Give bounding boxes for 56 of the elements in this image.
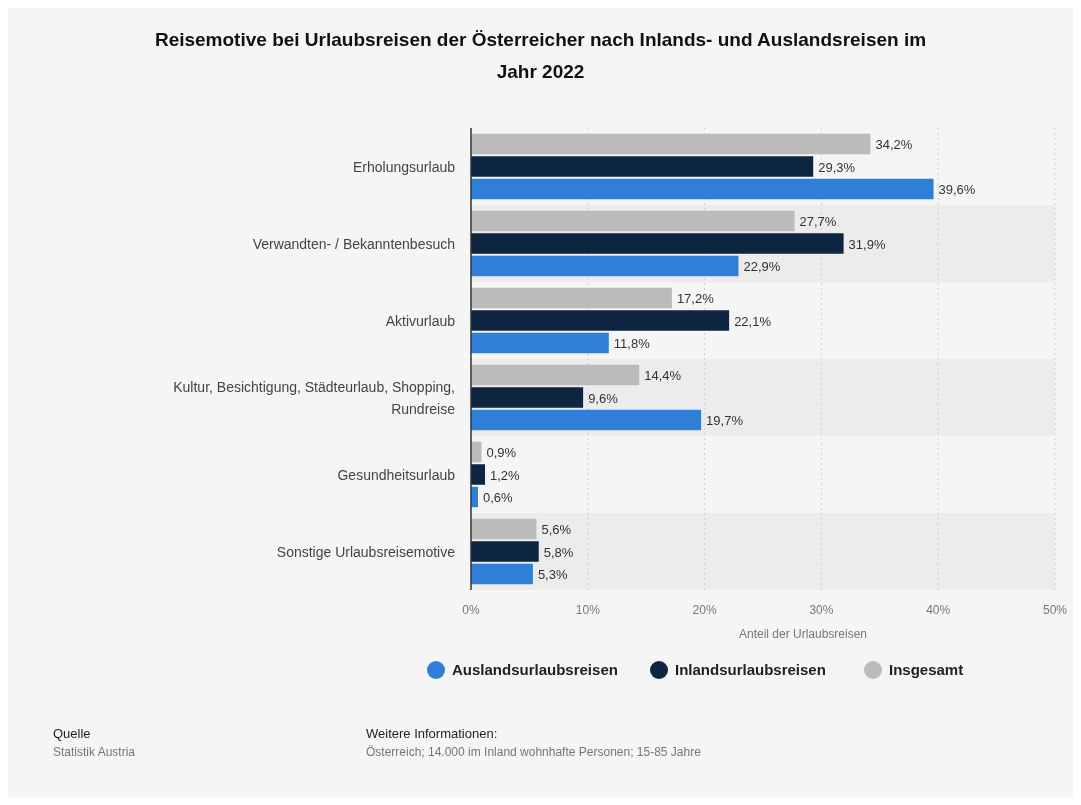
bar <box>471 332 609 354</box>
data-label: 5,3% <box>537 567 568 582</box>
y-tick-label: Erholungsurlaub <box>353 158 456 175</box>
data-label: 1,2% <box>490 467 521 483</box>
y-tick-label: Kultur, Besichtigung, Städteurlaub, Shopping, Rundreise <box>173 378 456 417</box>
bar <box>471 133 871 155</box>
x-tick-label: 20% <box>692 603 717 617</box>
bar <box>471 387 584 408</box>
data-label: 17,2% <box>676 291 715 306</box>
data-label: 34,2% <box>875 137 913 152</box>
chart-title: Reisemotive bei Urlaubsreisen der Österreicher nach Inlands- und Auslandsreisen im Jahr 2022 <box>154 29 927 82</box>
data-label: 5,6% <box>541 522 572 537</box>
data-label: 0,9% <box>486 445 517 460</box>
data-label: 27,7% <box>799 214 837 229</box>
data-label: 39,6% <box>938 182 976 197</box>
text: Österreich; 14.000 im Inland wohnhafte Personen; 15-85 Jahre <box>366 745 702 759</box>
text: Weitere Informationen: <box>366 726 498 741</box>
data-label: 11,8% <box>613 336 651 351</box>
x-tick-label: 0% <box>462 603 480 617</box>
bar <box>471 563 533 585</box>
bar <box>471 178 934 200</box>
bar <box>471 156 814 177</box>
bar <box>471 464 486 485</box>
legend-label: Auslandsurlaubsreisen <box>452 661 618 678</box>
x-tick-label: 10% <box>575 603 601 617</box>
text: Statistik Austria <box>53 745 136 759</box>
bar <box>471 441 482 463</box>
bar <box>471 364 640 386</box>
data-label: 19,7% <box>706 413 744 428</box>
text: Quelle <box>53 726 91 741</box>
data-label: 5,8% <box>543 544 574 560</box>
x-tick-label: 30% <box>809 603 834 617</box>
x-tick-label: 50% <box>1042 603 1068 617</box>
legend-label: Insgesamt <box>889 661 964 678</box>
x-tick-label: 40% <box>926 603 951 617</box>
y-tick-label: Aktivurlaub <box>385 312 456 329</box>
y-tick-label: Gesundheitsurlaub <box>337 466 456 483</box>
bar <box>471 210 795 232</box>
y-tick-label: Verwandten- / Bekanntenbesuch <box>252 235 455 252</box>
data-label: 22,9% <box>743 259 781 274</box>
bar <box>471 255 739 277</box>
data-label: 29,3% <box>818 159 856 175</box>
data-label: 14,4% <box>644 368 682 383</box>
legend-label: Inlandsurlaubsreisen <box>675 661 826 678</box>
data-label: 9,6% <box>588 390 619 406</box>
data-label: 31,9% <box>848 236 886 252</box>
data-label: 0,6% <box>483 490 514 505</box>
x-axis-title: Anteil der Urlaubsreisen <box>738 627 868 641</box>
bar <box>471 233 844 254</box>
bar <box>471 409 702 431</box>
bar <box>471 310 730 331</box>
bar <box>471 541 539 562</box>
data-label: 22,1% <box>734 313 772 329</box>
bar <box>471 518 537 540</box>
bar <box>471 287 672 309</box>
y-tick-label: Sonstige Urlaubsreisemotive <box>276 543 456 560</box>
